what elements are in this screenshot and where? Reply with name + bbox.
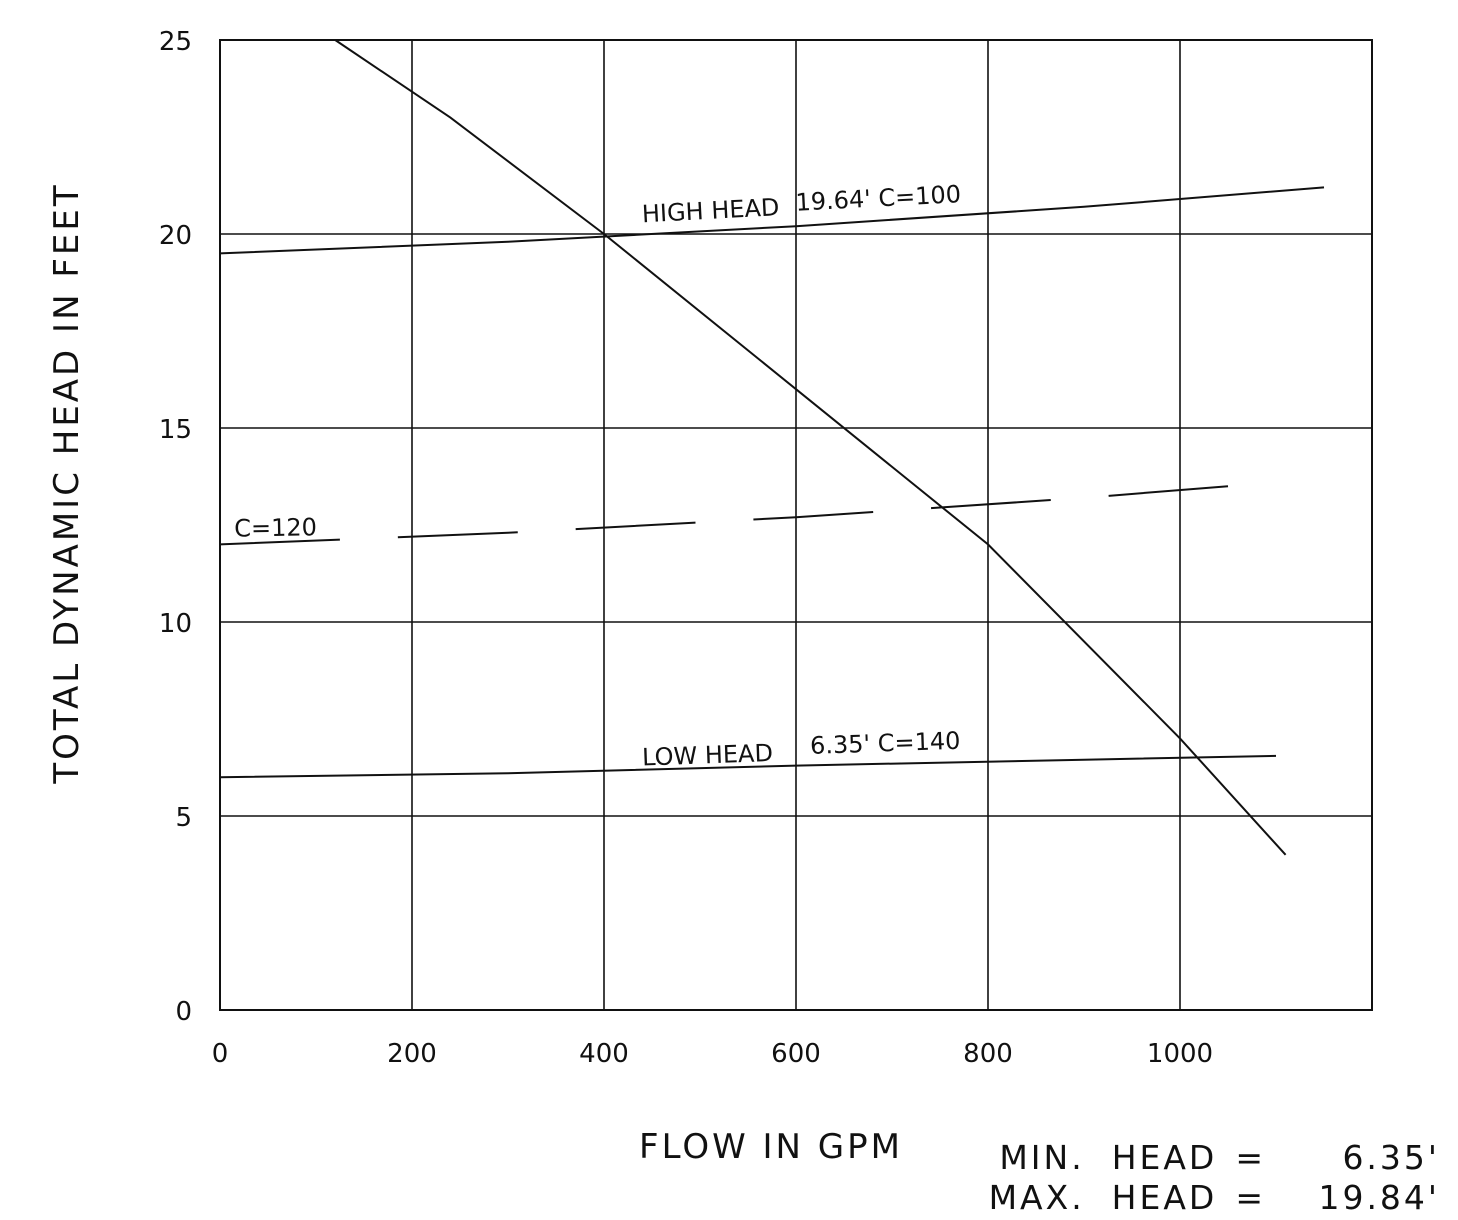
plot-frame bbox=[219, 39, 1373, 1011]
x-tick-label-800: 800 bbox=[963, 1039, 1013, 1069]
x-tick-label-600: 600 bbox=[771, 1039, 821, 1069]
series-line-3 bbox=[219, 754, 1277, 779]
y-tick-label-5: 5 bbox=[175, 803, 192, 833]
series-line-2 bbox=[219, 485, 1229, 546]
series-line-0 bbox=[334, 39, 1287, 856]
max-head-row: MAX. HEAD = 19.84' bbox=[989, 1178, 1440, 1218]
y-axis-title: TOTAL DYNAMIC HEAD IN FEET bbox=[47, 182, 87, 784]
min-head-equals: = bbox=[1235, 1138, 1266, 1177]
y-tick-label-25: 25 bbox=[159, 27, 192, 57]
x-tick-label-400: 400 bbox=[579, 1039, 629, 1069]
curve-labels: HIGH HEAD 19.64' C=100 C=120 LOW HEAD 6.35' … bbox=[234, 180, 962, 771]
tick-labels: 0 200 400 600 800 1000 0 5 10 15 20 25 bbox=[159, 27, 1213, 1069]
max-head-value: 19.84' bbox=[1318, 1178, 1440, 1217]
curve-label-0: HIGH HEAD bbox=[641, 193, 780, 228]
x-axis-title: FLOW IN GPM bbox=[639, 1127, 903, 1167]
grid bbox=[219, 39, 1372, 1011]
x-tick-label-200: 200 bbox=[387, 1039, 437, 1069]
x-tick-label-0: 0 bbox=[212, 1039, 229, 1069]
y-tick-label-10: 10 bbox=[159, 609, 192, 639]
curve-label-1: 19.64' C=100 bbox=[795, 180, 962, 217]
curve-label-2: C=120 bbox=[234, 513, 317, 542]
head-summary: MIN. HEAD = 6.35' MAX. HEAD = 19.84' bbox=[989, 1138, 1440, 1218]
y-tick-label-0: 0 bbox=[175, 997, 192, 1027]
y-tick-label-20: 20 bbox=[159, 221, 192, 251]
curve-label-3: LOW HEAD bbox=[642, 739, 774, 772]
min-head-label: MIN. HEAD bbox=[999, 1138, 1218, 1177]
max-head-equals: = bbox=[1235, 1178, 1266, 1217]
y-tick-label-15: 15 bbox=[159, 415, 192, 445]
series-line-1 bbox=[219, 186, 1325, 255]
series-layer bbox=[219, 39, 1325, 856]
max-head-label: MAX. HEAD bbox=[988, 1178, 1218, 1217]
curve-label-4: 6.35' C=140 bbox=[810, 727, 961, 760]
min-head-value: 6.35' bbox=[1342, 1138, 1440, 1177]
min-head-row: MIN. HEAD = 6.35' bbox=[989, 1138, 1440, 1178]
x-tick-label-1000: 1000 bbox=[1147, 1039, 1213, 1069]
